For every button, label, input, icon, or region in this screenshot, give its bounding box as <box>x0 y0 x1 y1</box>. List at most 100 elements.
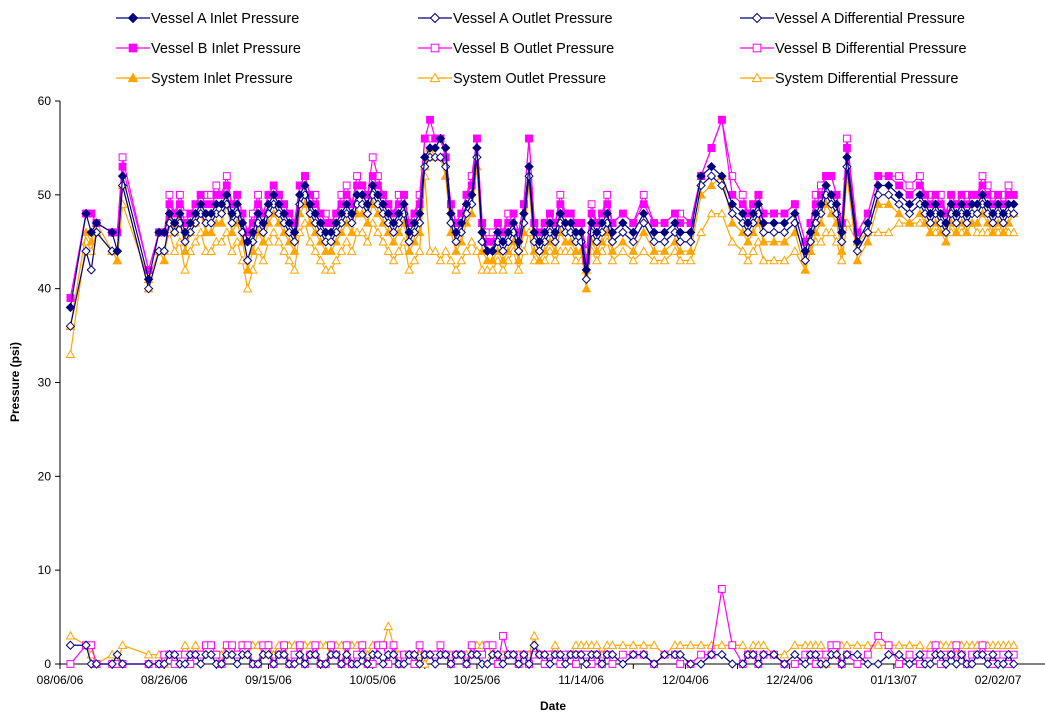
data-point <box>638 227 649 237</box>
data-point <box>169 246 180 255</box>
data-point <box>931 190 940 199</box>
legend-marker <box>751 72 763 83</box>
legend-label: Vessel B Outlet Pressure <box>453 41 614 57</box>
data-point <box>342 641 351 650</box>
data-point <box>86 227 96 238</box>
data-point <box>373 649 383 660</box>
data-point <box>143 659 154 669</box>
data-point <box>435 152 446 163</box>
data-point <box>628 227 638 238</box>
data-point <box>769 236 779 246</box>
data-point <box>237 218 248 228</box>
data-point <box>555 208 566 219</box>
data-point <box>143 283 154 294</box>
data-point <box>305 199 315 209</box>
data-point <box>482 659 493 669</box>
data-point <box>404 227 414 238</box>
data-point <box>362 199 373 209</box>
data-point <box>592 649 602 660</box>
data-point <box>65 640 76 650</box>
y-tick-label: 40 <box>38 282 52 296</box>
data-point <box>837 227 847 238</box>
data-point <box>629 219 638 227</box>
legend-marker <box>128 43 138 53</box>
data-point <box>383 246 394 255</box>
data-point <box>951 659 962 669</box>
data-point <box>800 255 810 266</box>
data-point <box>769 218 779 228</box>
data-point <box>368 172 377 180</box>
data-point <box>415 641 424 650</box>
data-point <box>769 255 779 265</box>
data-point <box>529 630 540 640</box>
data-point <box>941 227 951 238</box>
data-point <box>810 208 821 219</box>
data-point <box>169 649 180 660</box>
data-point <box>831 649 842 660</box>
data-point <box>982 659 993 669</box>
data-point <box>837 237 847 247</box>
data-point <box>998 227 1009 237</box>
data-point <box>509 209 518 218</box>
data-point <box>539 649 550 660</box>
data-point <box>242 649 253 660</box>
data-point <box>603 190 612 199</box>
data-point <box>227 649 237 660</box>
data-point <box>618 236 628 246</box>
data-point <box>618 227 628 238</box>
data-point <box>728 641 737 650</box>
data-point <box>853 660 862 668</box>
data-point <box>216 659 227 669</box>
data-point <box>190 236 201 246</box>
x-tick-label: 11/14/06 <box>558 673 604 687</box>
data-point <box>315 218 326 228</box>
data-point <box>341 199 352 209</box>
data-point <box>461 246 472 255</box>
legend-marker <box>127 72 139 83</box>
data-point <box>268 227 279 237</box>
x-tick-label: 08/26/06 <box>141 673 188 687</box>
legend-label: System Outlet Pressure <box>453 71 606 87</box>
data-point <box>311 641 320 650</box>
data-point <box>556 190 565 199</box>
data-point <box>446 659 456 669</box>
data-point <box>962 208 972 219</box>
legend-label: Vessel A Outlet Pressure <box>453 11 613 27</box>
data-point <box>461 659 472 669</box>
data-point <box>566 209 575 218</box>
legend-label: Vessel A Differential Pressure <box>775 11 965 27</box>
data-point <box>488 641 497 650</box>
data-point <box>280 641 289 650</box>
data-point <box>925 208 936 219</box>
data-point <box>925 659 936 669</box>
data-point <box>227 208 237 219</box>
data-point <box>301 172 309 180</box>
data-point <box>216 199 227 209</box>
data-point <box>748 208 758 219</box>
data-point <box>581 283 592 293</box>
data-point <box>608 660 617 668</box>
data-point <box>519 200 528 209</box>
data-point <box>331 649 341 660</box>
data-point <box>379 641 388 650</box>
data-point <box>685 227 696 238</box>
data-point <box>956 199 967 209</box>
data-point <box>461 199 472 209</box>
data-point <box>628 649 638 660</box>
data-point <box>409 649 420 660</box>
data-point <box>638 649 649 660</box>
data-point <box>779 218 790 228</box>
data-point <box>279 208 289 219</box>
data-point <box>676 660 685 668</box>
data-point <box>550 255 560 265</box>
data-point <box>925 218 936 228</box>
data-point <box>420 152 430 163</box>
data-point <box>591 246 602 255</box>
data-point <box>513 237 524 247</box>
data-point <box>487 255 498 265</box>
data-point <box>758 640 769 649</box>
data-point <box>894 199 904 209</box>
data-point <box>826 190 837 200</box>
data-point <box>268 659 279 669</box>
data-point <box>336 659 347 669</box>
